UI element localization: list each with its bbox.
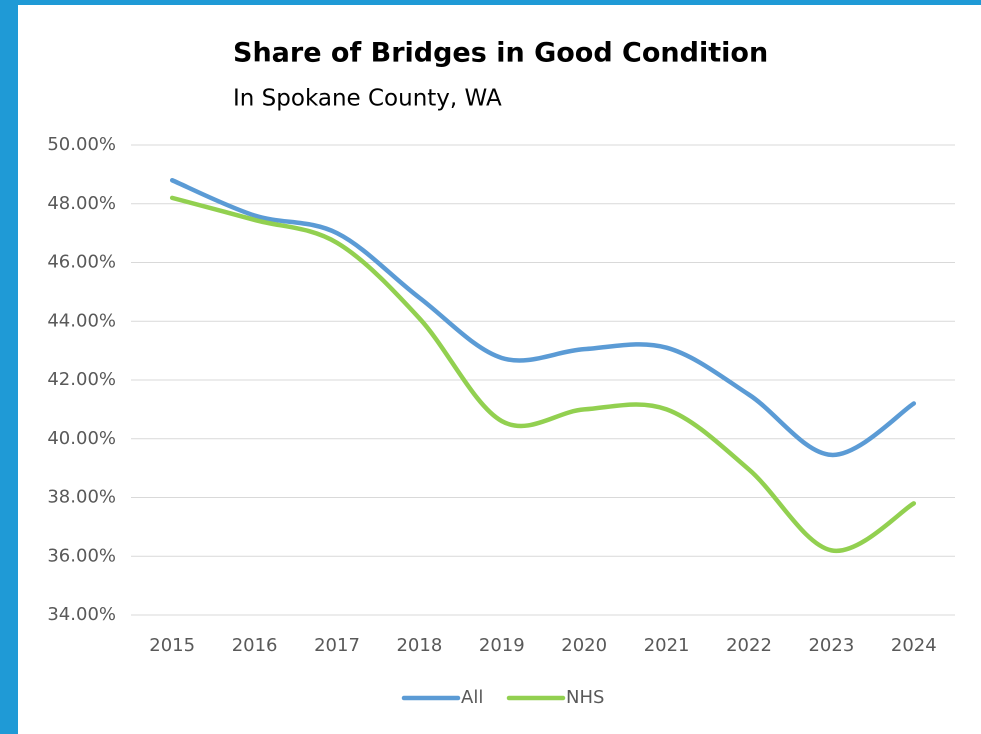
y-tick-label: 42.00% xyxy=(47,369,116,390)
chart-subtitle: In Spokane County, WA xyxy=(233,86,502,112)
y-tick-label: 50.00% xyxy=(47,134,116,155)
x-tick-label: 2019 xyxy=(479,635,525,656)
y-tick-label: 34.00% xyxy=(47,604,116,625)
x-tick-label: 2022 xyxy=(726,635,772,656)
y-tick-label: 36.00% xyxy=(47,545,116,566)
y-tick-label: 48.00% xyxy=(47,193,116,214)
legend-label: NHS xyxy=(566,687,604,708)
x-tick-label: 2016 xyxy=(232,635,278,656)
y-tick-label: 44.00% xyxy=(47,310,116,331)
x-tick-label: 2015 xyxy=(149,635,195,656)
y-tick-label: 40.00% xyxy=(47,428,116,449)
x-tick-label: 2023 xyxy=(808,635,854,656)
panel xyxy=(18,5,981,734)
x-tick-label: 2024 xyxy=(891,635,937,656)
y-tick-label: 38.00% xyxy=(47,487,116,508)
chart-title: Share of Bridges in Good Condition xyxy=(233,38,768,69)
x-tick-label: 2018 xyxy=(396,635,442,656)
x-tick-label: 2021 xyxy=(644,635,690,656)
series-line xyxy=(169,178,917,458)
x-tick-label: 2020 xyxy=(561,635,607,656)
y-tick-label: 46.00% xyxy=(47,252,116,273)
x-tick-label: 2017 xyxy=(314,635,360,656)
legend-label: All xyxy=(461,687,483,708)
series-line xyxy=(169,195,917,553)
